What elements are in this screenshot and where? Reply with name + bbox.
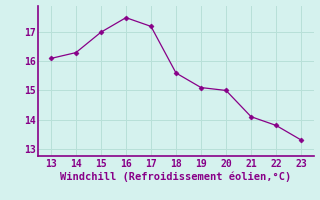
X-axis label: Windchill (Refroidissement éolien,°C): Windchill (Refroidissement éolien,°C) [60,172,292,182]
